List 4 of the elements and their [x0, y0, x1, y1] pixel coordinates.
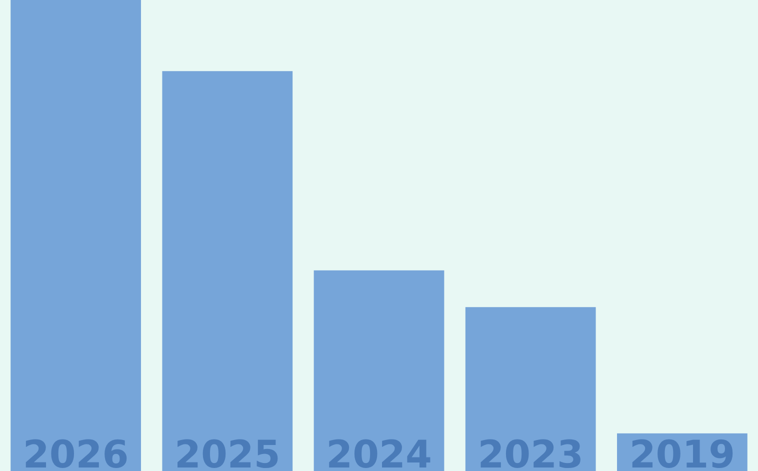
- bar: [162, 71, 293, 471]
- bar: [10, 0, 141, 471]
- bar: [314, 270, 444, 471]
- bar: [465, 307, 596, 471]
